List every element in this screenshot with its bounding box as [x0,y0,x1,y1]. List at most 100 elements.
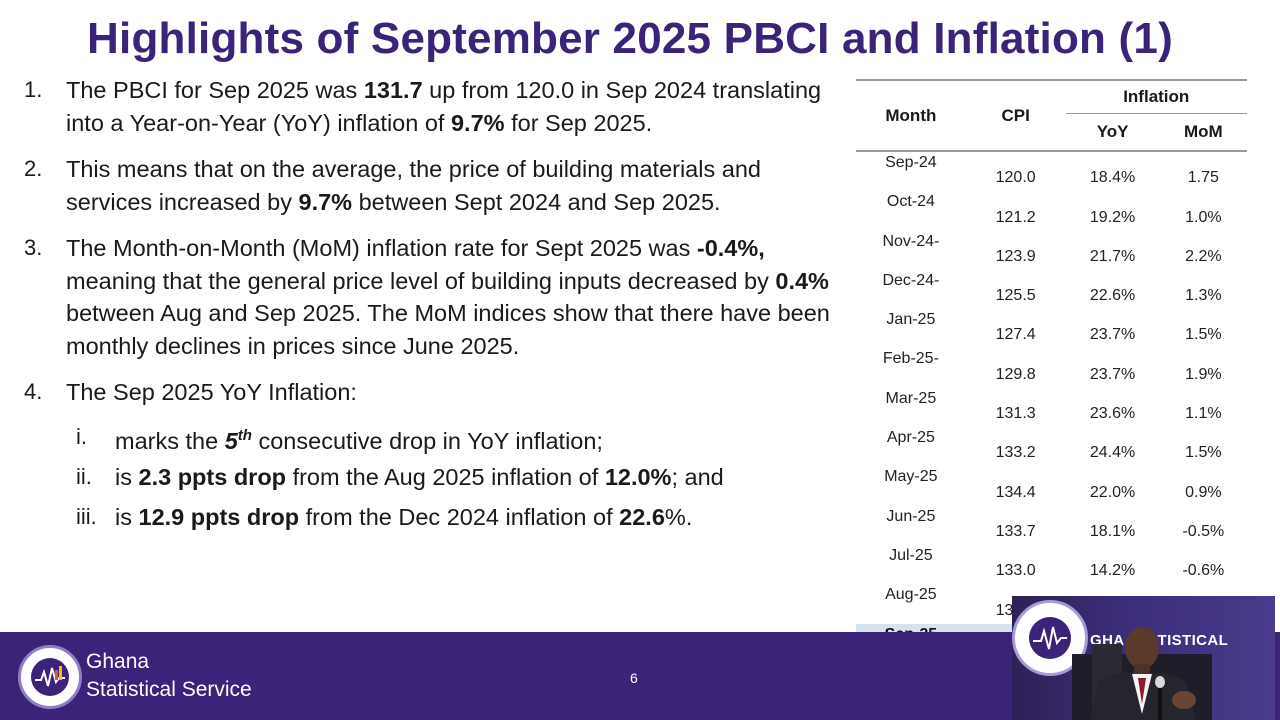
text-run: from the Aug 2025 inflation of [286,464,605,491]
cell-yoy: 24.4% [1089,444,1136,462]
cell-yoy: 23.7% [1089,326,1136,344]
text-run: marks the [115,428,225,455]
table-row: Mar-25 131.3 23.6% 1.1% [856,388,1247,427]
video-brand-text: GHA STATISTICAL [1090,632,1229,649]
table-row: Feb-25- 129.8 23.7% 1.9% [856,348,1247,387]
text-run: is [115,464,139,491]
page-number: 6 [630,670,638,686]
point-number: 4. [24,379,43,404]
cell-yoy: 23.6% [1089,405,1136,423]
bold-text: 12.9 ppts drop [138,504,300,531]
cell-mom: 1.0% [1185,208,1222,226]
cell-month: Nov-24- [882,232,940,250]
cell-cpi: 134.4 [995,483,1036,501]
cell-month: Apr-25 [886,429,935,447]
point-2: 2. This means that on the average, the p… [24,153,839,218]
org-name-line2: Statistical Service [86,678,252,701]
text-run: between Sept 2024 and Sep 2025. [352,188,721,215]
table-body: Sep-24 120.0 18.4% 1.75 Oct-24 121.2 19.2% 1.0%… [856,151,1247,665]
header-yoy: YoY [1065,113,1160,152]
point-number: 3. [24,235,43,260]
cell-yoy: 18.1% [1089,522,1136,540]
header-mom: MoM [1159,113,1247,152]
cell-month: Jul-25 [889,546,933,564]
presenter-icon [1072,627,1212,720]
cell-month: Dec-24- [882,271,940,289]
highlights-list: 1. The PBCI for Sep 2025 was 131.7 up fr… [24,74,839,535]
cell-cpi: 120.0 [995,169,1036,187]
text-run: The Sep 2025 YoY Inflation: [66,379,357,405]
cell-mom: -0.5% [1182,522,1225,540]
cell-cpi: 133.0 [995,562,1036,580]
cell-yoy: 22.6% [1089,287,1136,305]
cell-mom: 1.5% [1185,326,1222,344]
point-text: This means that on the average, the pric… [66,156,761,215]
text-run: is [115,504,139,531]
cell-yoy: 21.7% [1089,247,1136,265]
org-name-line1: Ghana [86,650,150,673]
text-run: for Sep 2025. [504,109,653,136]
text-run: The PBCI for Sep 2025 was [66,77,364,103]
cell-cpi: 129.8 [995,365,1036,383]
cell-cpi: 121.2 [995,208,1036,226]
subpoint-number: ii. [76,464,92,490]
point-number: 2. [24,156,43,181]
subpoint-ii: ii. is 2.3 ppts drop from the Aug 2025 i… [24,459,839,495]
header-month: Month [856,80,966,152]
cell-cpi: 127.4 [995,326,1036,344]
cell-month: Sep-24 [885,154,937,171]
subpoint-iii: iii. is 12.9 ppts drop from the Dec 2024… [24,499,839,535]
table-row: May-25 134.4 22.0% 0.9% [856,466,1247,505]
point-text: The PBCI for Sep 2025 was 131.7 up from … [66,77,821,136]
text-run: consecutive drop in YoY inflation; [251,428,603,455]
cell-mom: 0.9% [1185,483,1222,501]
subpoint-number: iii. [76,504,97,530]
subpoint-i: i. marks the 5th consecutive drop in YoY… [24,419,839,460]
header-cpi: CPI [965,80,1066,152]
table-row: Dec-24- 125.5 22.6% 1.3% [856,270,1247,309]
slide-title: Highlights of September 2025 PBCI and In… [87,14,1173,63]
point-text: The Sep 2025 YoY Inflation: [66,379,357,405]
subpoint-text: is 12.9 ppts drop from the Dec 2024 infl… [115,504,692,530]
table-row: Jun-25 133.7 18.1% -0.5% [856,506,1247,545]
text-run: ; and [671,464,724,491]
table-row: Apr-25 133.2 24.4% 1.5% [856,427,1247,466]
cell-mom: -0.6% [1182,562,1225,580]
bold-text: 2.3 ppts drop [138,464,287,491]
bold-text: 9.7% [450,109,505,136]
inflation-table: Month CPI Inflation YoY MoM Sep-24 120.0 1… [856,79,1247,665]
text-run: from the Dec 2024 inflation of [299,504,620,531]
table-row: Jan-25 127.4 23.7% 1.5% [856,309,1247,348]
text-run: The Month-on-Month (MoM) inflation rate … [66,235,697,261]
text-run: between Aug and Sep 2025. The MoM indice… [66,300,830,359]
table-row: Nov-24- 123.9 21.7% 2.2% [856,231,1247,270]
bold-text: 12.0% [604,464,672,491]
cell-month: Jan-25 [886,311,936,329]
cell-mom: 2.2% [1185,247,1222,265]
bold-text: 0.4% [775,267,829,294]
point-text: The Month-on-Month (MoM) inflation rate … [66,235,830,359]
text-run: meaning that the general price level of … [66,267,776,294]
cell-month: May-25 [884,468,938,486]
bold-text: th [237,427,252,445]
cell-yoy: 23.7% [1089,365,1136,383]
cell-month: Jun-25 [886,507,936,525]
bold-text: -0.4%, [696,235,765,261]
cell-month: Feb-25- [882,350,939,368]
cell-month: Oct-24 [886,193,935,211]
org-name: Ghana Statistical Service [86,648,252,704]
text-run: %. [664,504,693,531]
cell-yoy: 19.2% [1089,208,1136,226]
point-4: 4. The Sep 2025 YoY Inflation: [24,376,839,409]
bold-text: 131.7 [363,77,423,103]
bold-text: 9.7% [298,188,353,215]
text-run: up from 120.0 in Sep 2024 translating in… [66,77,822,136]
point-3: 3. The Month-on-Month (MoM) inflation ra… [24,232,839,362]
cell-mom: 1.3% [1185,287,1222,305]
cell-yoy: 22.0% [1089,483,1136,501]
text-run: This means that on the average, the pric… [66,156,761,215]
cell-mom: 1.9% [1185,365,1222,383]
cell-mom: 1.1% [1185,405,1222,423]
cell-cpi: 131.3 [995,405,1036,423]
table-row: Sep-24 120.0 18.4% 1.75 [856,151,1247,191]
